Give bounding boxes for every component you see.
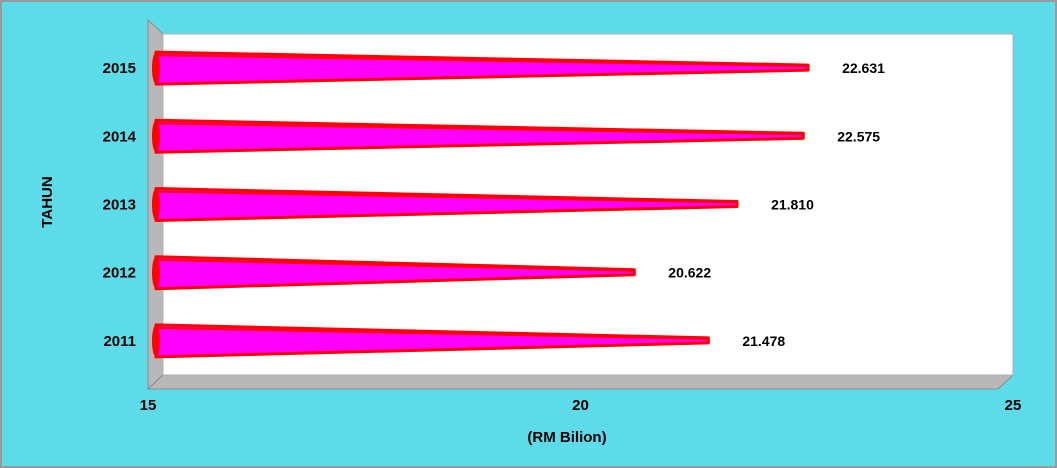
data-label-2011: 21.478 <box>742 333 785 349</box>
data-label-2012: 20.622 <box>668 265 711 281</box>
y-tick-labels: 2011 2012 2013 2014 2015 <box>103 60 137 350</box>
x-axis-title: (RM Bilion) <box>527 429 606 446</box>
data-label-2013: 21.810 <box>771 197 814 213</box>
bar-edge-2015 <box>155 54 809 68</box>
bar-edge-2013 <box>155 190 738 204</box>
x-tick-20: 20 <box>572 397 589 414</box>
x-tick-25: 25 <box>1005 397 1022 414</box>
y-tick-2014: 2014 <box>103 128 137 145</box>
data-labels: 21.478 20.622 21.810 22.575 22.631 <box>668 60 885 349</box>
y-tick-2015: 2015 <box>103 60 136 77</box>
chart-floor <box>146 374 1015 390</box>
data-label-2014: 22.575 <box>837 128 880 144</box>
y-tick-2013: 2013 <box>103 197 136 214</box>
bar-base-2012 <box>152 256 160 289</box>
bar-edge-2014 <box>155 122 804 136</box>
x-tick-labels: 15 20 25 <box>140 397 1022 414</box>
bar-edge-2011 <box>155 326 709 340</box>
x-tick-15: 15 <box>140 397 157 414</box>
bar-base-2015 <box>152 52 160 85</box>
bars <box>152 50 810 359</box>
data-label-2015: 22.631 <box>842 60 885 76</box>
bar-base-2013 <box>152 188 160 221</box>
y-tick-2011: 2011 <box>103 333 136 350</box>
bar-edge-2012 <box>155 258 635 272</box>
y-tick-2012: 2012 <box>103 265 136 282</box>
bar-base-2014 <box>152 120 160 153</box>
bar-base-2011 <box>152 324 160 357</box>
y-axis-title: TAHUN <box>39 176 56 227</box>
